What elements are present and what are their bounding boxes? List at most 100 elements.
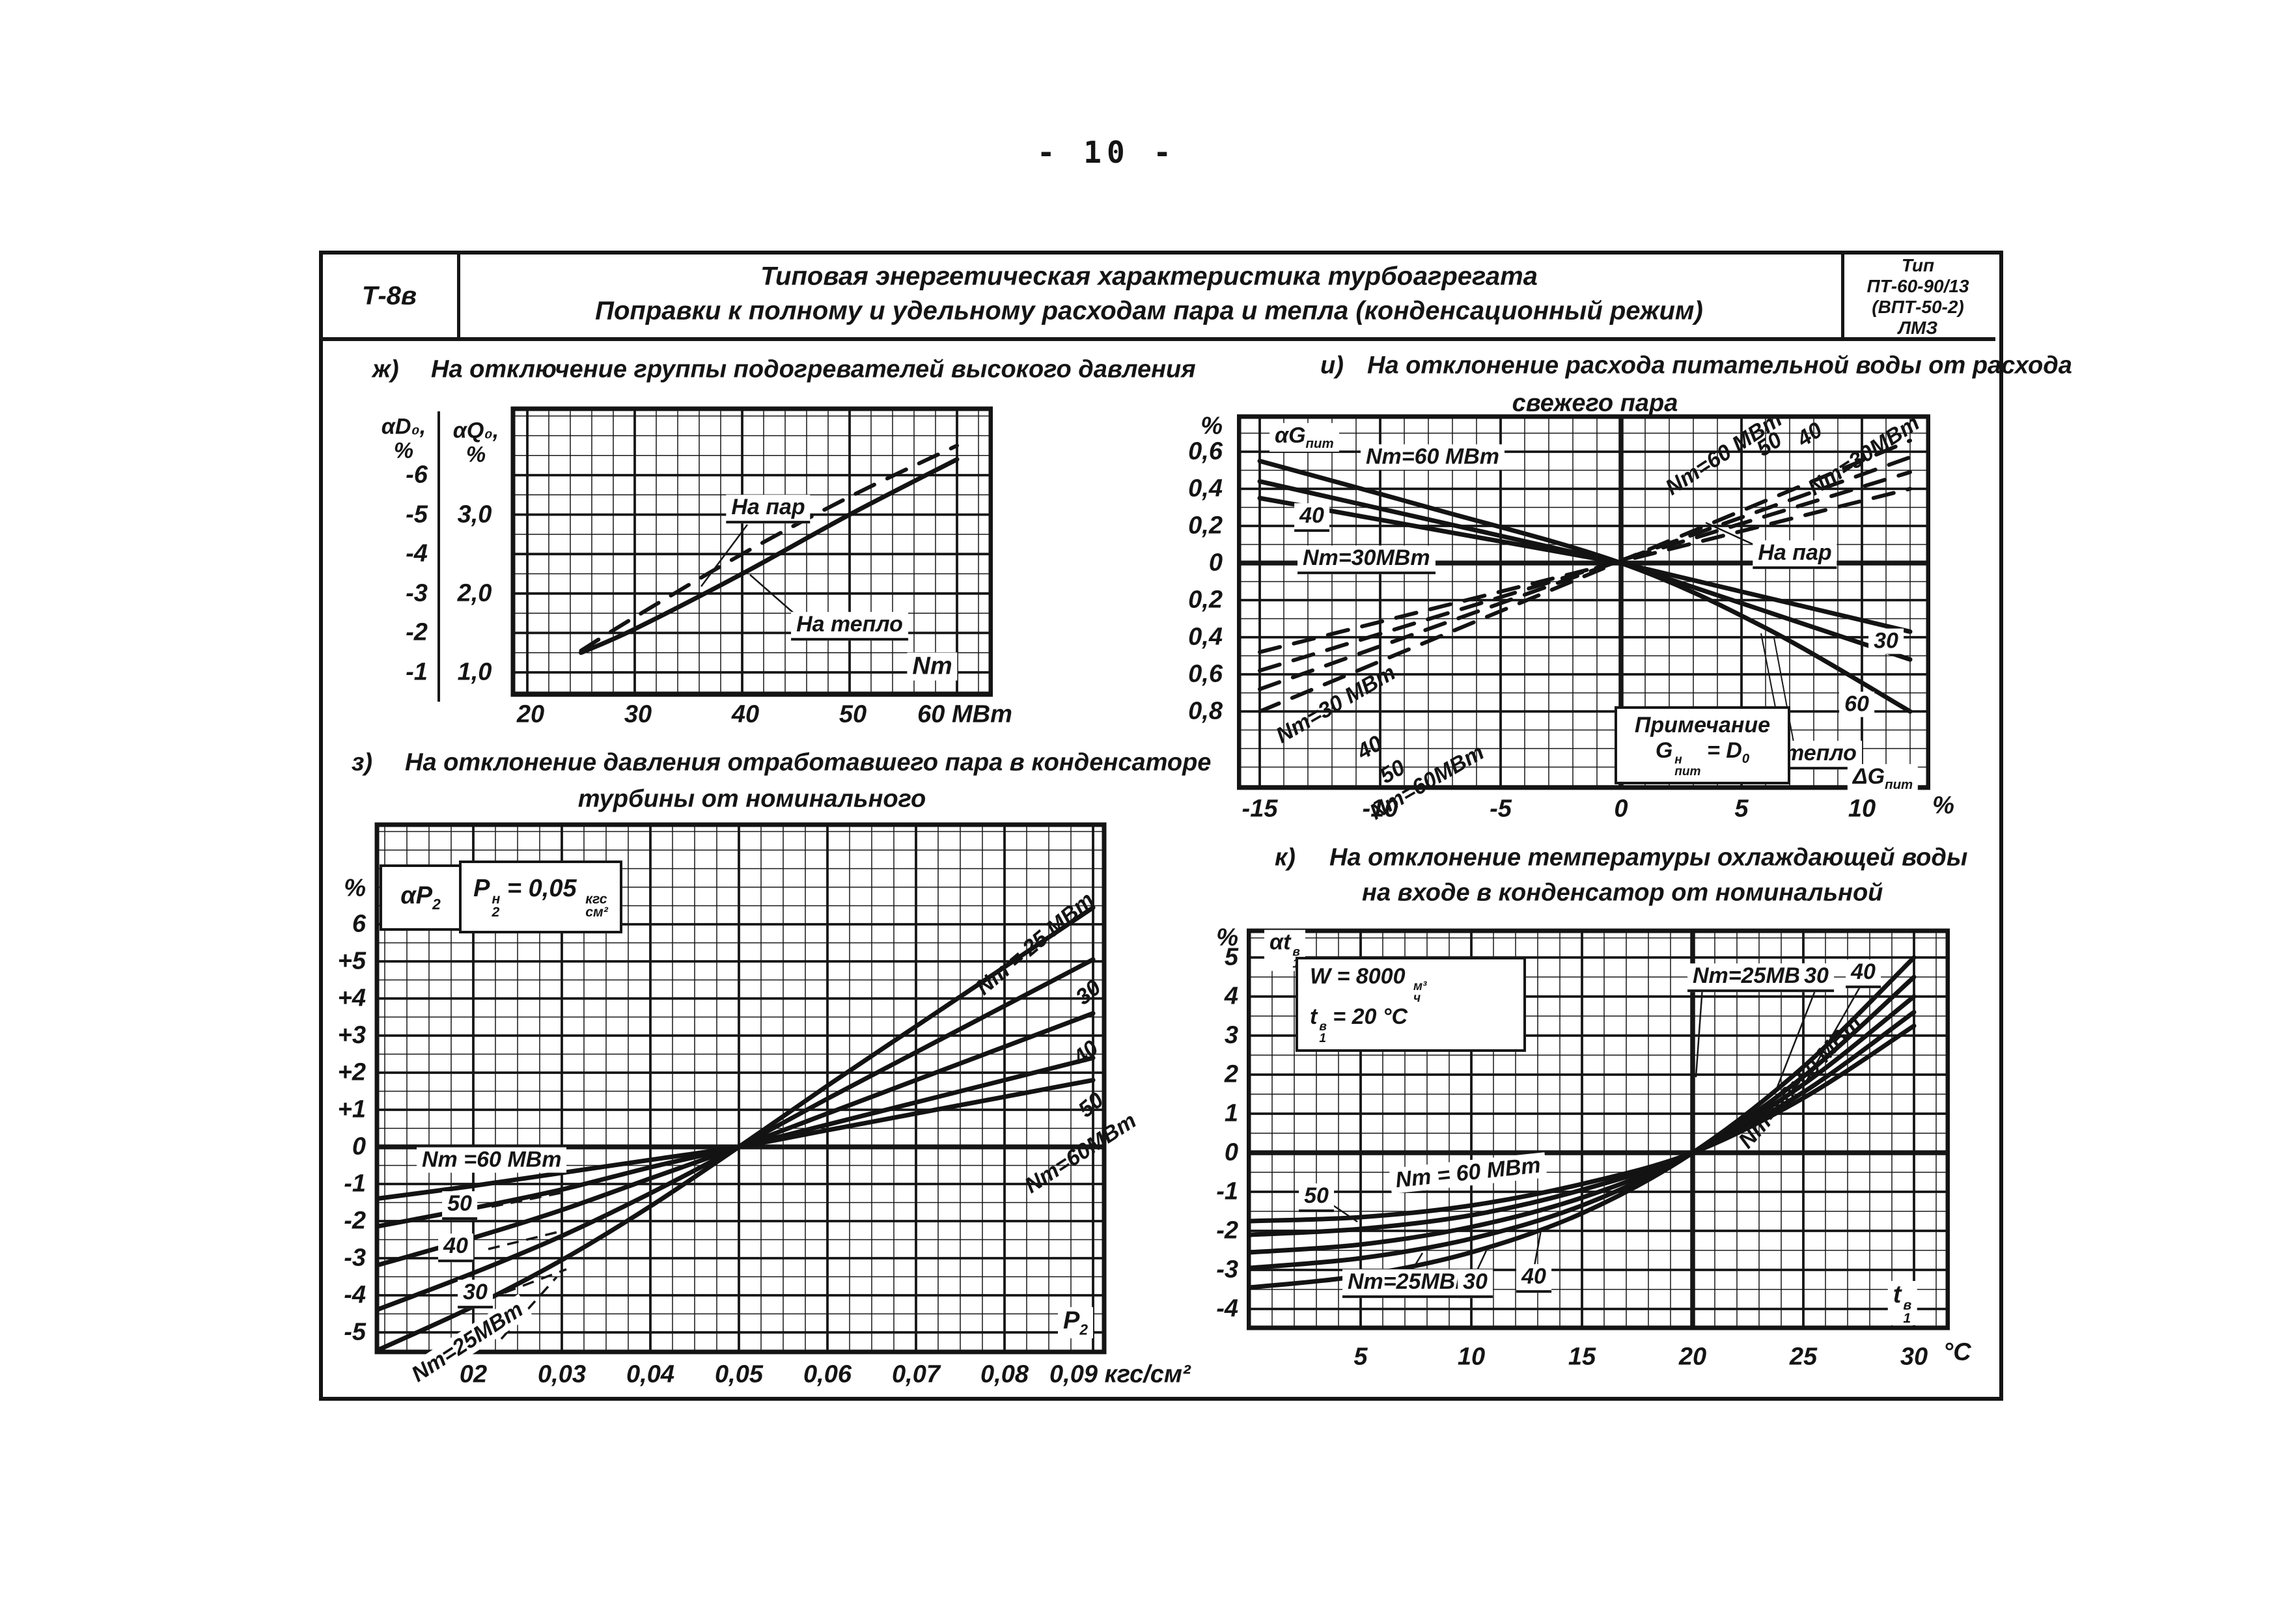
y-tick: -4	[1216, 1295, 1238, 1323]
corner-sub: пит	[1305, 437, 1334, 452]
xsym-sub: пит	[1885, 778, 1913, 793]
chart-z-corner-symbol: αP2	[380, 864, 462, 931]
y-tick: 0,2	[1188, 512, 1223, 540]
note-t-sub: 1	[1319, 1031, 1326, 1045]
y-tick: 1	[1224, 1099, 1238, 1127]
note-p: P	[473, 875, 490, 903]
chart-zh-yaxis-q-head-unit: %	[465, 442, 486, 467]
chart-z-title2: турбины от номинального	[577, 785, 926, 813]
series-label-r30: 30	[1868, 628, 1904, 654]
y-tick: 2	[1224, 1060, 1238, 1088]
note-line1: W = 8000 м³ ч	[1310, 964, 1426, 1004]
corner-sup: в	[1292, 945, 1300, 959]
y-tick: +5	[337, 947, 366, 975]
y-tick: 0,4	[1188, 475, 1223, 502]
type-label: Тип	[1901, 255, 1935, 275]
x-tick: 0	[1614, 795, 1628, 823]
series-label-b25: Nт=25МВт	[1342, 1269, 1480, 1298]
chart-z-prefix: з)	[352, 749, 373, 777]
chart-zh-axis-line	[437, 411, 440, 702]
note-unit-sup: кгс	[585, 891, 607, 907]
series-label-teplo: На тепло	[791, 612, 908, 640]
x-tick-last: 0,09 кгс/см²	[1049, 1360, 1191, 1388]
chart-k-prefix: к)	[1275, 844, 1296, 872]
series-label-l60: Nт =60 МВт	[417, 1147, 567, 1173]
xsym-sup: в	[1903, 1297, 1912, 1313]
y-tick: -2	[344, 1207, 366, 1235]
xsym-main: P	[1062, 1307, 1080, 1335]
y-tick: 0,4	[1188, 623, 1223, 651]
x-tick: 10	[1848, 795, 1876, 823]
x-tick: 5	[1353, 1343, 1368, 1371]
series-label-l40: 40	[438, 1233, 473, 1262]
note-line1: Примечание	[1634, 712, 1771, 737]
note-unit-sub: см²	[585, 904, 608, 920]
title-row-divider	[319, 337, 1995, 341]
x-tick: 0,08	[980, 1360, 1029, 1388]
chart-zh-yaxis-d-head-sym: αD₀,	[381, 414, 426, 439]
y-tick: 0,8	[1188, 697, 1223, 725]
y-tick: -5	[344, 1318, 366, 1346]
chart-zh-yaxis-d-head: αD₀, %	[382, 415, 426, 462]
sheet-title-line2: Поправки к полному и удельному расходам …	[595, 296, 1703, 325]
note-eq-sub: 0	[1741, 751, 1750, 766]
chart-k-title1: На отклонение температуры охлаждающей во…	[1329, 844, 1968, 872]
series-label-t30: 30	[1799, 963, 1834, 992]
x-tick: 0,07	[892, 1360, 940, 1388]
y-tick: +1	[337, 1095, 366, 1123]
series-label-s30: Nт=30МВт	[1297, 545, 1436, 574]
x-axis-symbol: Nт	[907, 652, 958, 681]
chart-zh-title: На отключение группы подогревателей высо…	[431, 355, 1196, 383]
xsym-main: ΔG	[1852, 764, 1885, 789]
y-tick-q: 2,0	[457, 579, 492, 607]
page-number: - 10 -	[1036, 135, 1177, 171]
y-tick: +4	[337, 984, 366, 1012]
y-tick: 0	[352, 1133, 366, 1161]
y-tick: -4	[406, 540, 428, 568]
x-unit: °C	[1943, 1338, 1971, 1366]
xsym-sub: 1	[1903, 1310, 1911, 1326]
chart-i-title1: На отклонение расхода питательной воды о…	[1367, 351, 2072, 379]
series-label-b30: 30	[1458, 1269, 1493, 1298]
series-label-s60: Nт=60 МВт	[1361, 444, 1505, 470]
series-label-r60: 60	[1839, 691, 1874, 717]
chart-k-title2: на входе в конденсатор от номинальной	[1362, 879, 1883, 907]
y-tick: 0	[1208, 549, 1223, 577]
x-tick: 5	[1734, 795, 1749, 823]
x-tick: 0,03	[538, 1360, 586, 1388]
corner-sub: 2	[432, 896, 441, 913]
y-tick-q: 3,0	[457, 501, 492, 529]
xsym-sub: 2	[1079, 1321, 1089, 1338]
note-eq: = D	[1706, 737, 1742, 763]
x-tick: 40	[731, 700, 760, 728]
chart-zh-prefix: ж)	[372, 355, 399, 383]
x-tick: 20	[516, 700, 545, 728]
y-tick: -4	[344, 1281, 366, 1309]
type-line1: ПТ-60-90/13	[1866, 275, 1969, 296]
corner-main: αG	[1275, 422, 1306, 448]
series-label-l50: 50	[442, 1191, 477, 1220]
x-unit: %	[1932, 791, 1954, 819]
note-w: W = 8000	[1310, 964, 1406, 989]
chart-zh-yaxis-d-head-unit: %	[393, 438, 414, 463]
y-tick: -6	[406, 461, 428, 489]
y-tick: -1	[344, 1170, 366, 1198]
chart-zh-yaxis-q-head-sym: αQ₀,	[452, 418, 499, 443]
y-tick: 0	[1224, 1138, 1238, 1166]
note-g-sup: н	[1674, 753, 1682, 767]
xsym-main: t	[1893, 1280, 1902, 1308]
y-tick: -3	[344, 1244, 366, 1272]
series-label-l30: 30	[458, 1280, 493, 1308]
x-tick: 15	[1568, 1343, 1596, 1371]
series-label-t40: 40	[1846, 959, 1881, 988]
series-label-l50: 50	[1299, 1183, 1334, 1212]
y-tick: -3	[1216, 1256, 1238, 1284]
y-tick: +2	[337, 1058, 366, 1086]
x-tick: -15	[1242, 795, 1278, 823]
y-tick: 5	[1224, 943, 1238, 971]
y-tick: -2	[1216, 1217, 1238, 1245]
